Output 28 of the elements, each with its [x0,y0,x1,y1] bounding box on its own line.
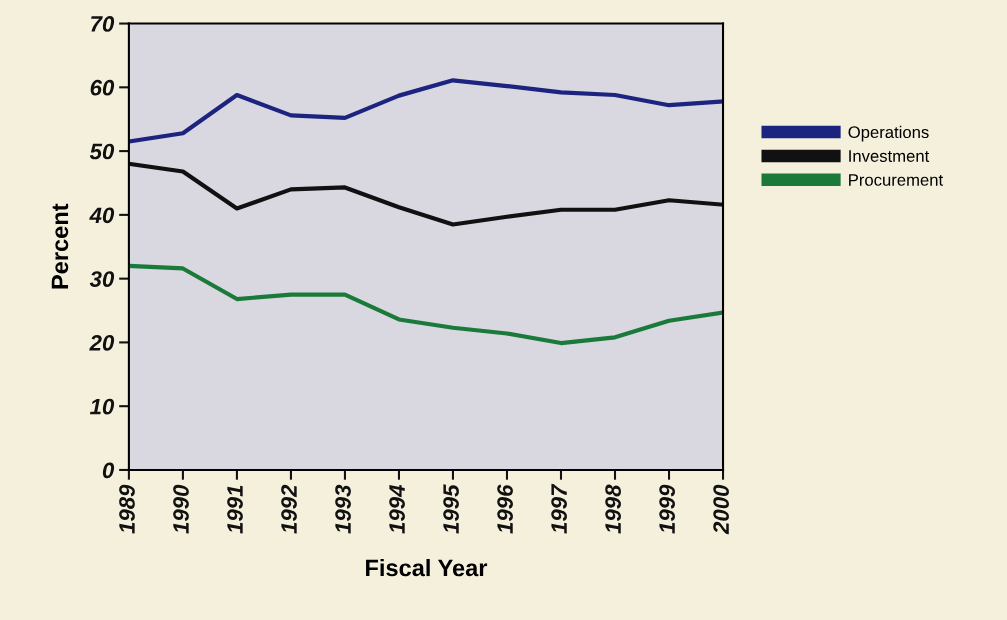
y-tick-label: 50 [89,143,115,160]
y-axis-title: Percent [51,203,69,289]
x-tick-label: 1993 [335,484,351,534]
x-tick-label: 1992 [281,484,297,534]
x-tick-label: 1998 [605,484,621,534]
x-tick-label: 2000 [713,484,729,535]
x-tick-label: 1990 [173,484,189,534]
y-tick-label: 40 [89,207,115,224]
x-tick-label: 1989 [119,484,135,534]
legend-label: Investment [849,150,930,162]
x-tick-label: 1995 [443,484,459,534]
x-tick-label: 1994 [389,484,405,534]
y-tick-label: 30 [89,271,115,287]
line-series [128,161,724,227]
x-axis-title: Fiscal Year [366,558,488,577]
x-tick-label: 1999 [659,484,675,534]
y-tick-label: 0 [102,462,115,479]
line-series [128,78,724,144]
legend-label: Procurement [849,174,944,186]
x-tick-label: 1991 [227,485,243,534]
y-tick-label: 20 [89,334,115,351]
line-series [128,263,724,346]
y-tick-label: 60 [90,79,115,96]
x-tick-label: 1997 [551,483,567,534]
legend-label: Operations [848,125,929,142]
y-tick-label: 10 [89,398,115,415]
y-tick-label: 70 [91,16,115,32]
x-tick-label: 1996 [497,484,513,534]
